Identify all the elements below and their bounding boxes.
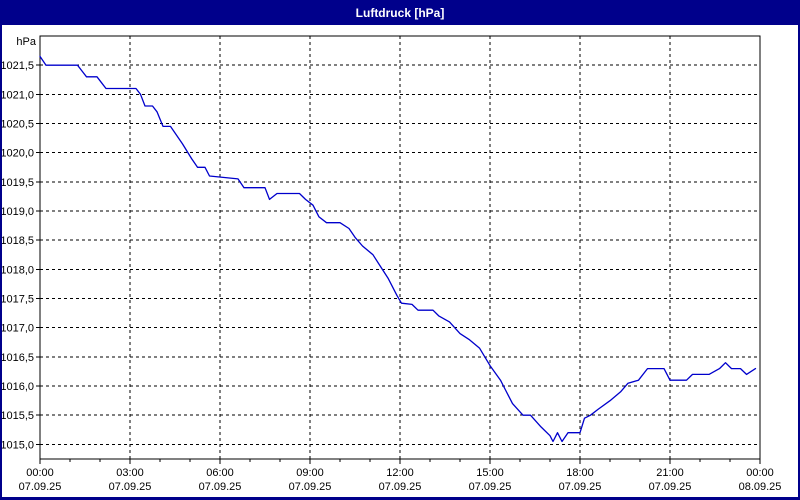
x-tick-date: 07.09.25 [109, 481, 152, 493]
chart-area: 1015,0 1015,5 1016,0 1016,5 1017,0 1017,5 1018… [2, 25, 798, 497]
x-tick-date: 07.09.25 [19, 481, 62, 493]
y-axis-unit: hPa [16, 36, 36, 48]
x-tick-time: 06:00 [206, 467, 234, 479]
x-tick-time: 00:00 [26, 467, 54, 479]
y-tick-label: 1016,5 [2, 352, 34, 364]
y-tick-label: 1020,0 [2, 148, 34, 160]
y-tick-label: 1015,0 [2, 439, 34, 451]
pressure-chart: 1015,0 1015,5 1016,0 1016,5 1017,0 1017,5 1018… [2, 35, 782, 493]
x-tick-date: 07.09.25 [649, 481, 692, 493]
x-tick-date: 07.09.25 [379, 481, 422, 493]
y-tick-label: 1018,0 [2, 264, 34, 276]
y-tick-label: 1016,0 [2, 381, 34, 393]
y-tick-label: 1021,0 [2, 89, 34, 101]
x-tick-time: 12:00 [386, 467, 414, 479]
y-tick-label: 1015,5 [2, 410, 34, 422]
x-tick-date: 07.09.25 [469, 481, 512, 493]
y-tick-label: 1019,0 [2, 206, 34, 218]
x-tick-date: 07.09.25 [289, 481, 332, 493]
x-tick-time: 21:00 [656, 467, 684, 479]
y-tick-label: 1020,5 [2, 119, 34, 131]
x-tick-date: 07.09.25 [559, 481, 602, 493]
x-tick-date: 08.09.25 [739, 481, 782, 493]
plot-frame [39, 35, 761, 460]
x-tick-time: 03:00 [116, 467, 144, 479]
x-tick-time: 00:00 [746, 467, 774, 479]
pressure-line [39, 55, 757, 443]
y-tick-label: 1017,5 [2, 294, 34, 306]
page-title: Luftdruck [hPa] [355, 5, 445, 20]
x-tick-time: 15:00 [476, 467, 504, 479]
y-tick-label: 1019,5 [2, 177, 34, 189]
y-tick-label: 1017,0 [2, 323, 34, 335]
y-tick-label: 1021,5 [2, 60, 34, 72]
y-tick-label: 1018,5 [2, 235, 34, 247]
x-tick-date: 07.09.25 [199, 481, 242, 493]
title-bar: Luftdruck [hPa] [0, 0, 800, 25]
x-tick-time: 18:00 [566, 467, 594, 479]
x-tick-time: 09:00 [296, 467, 324, 479]
